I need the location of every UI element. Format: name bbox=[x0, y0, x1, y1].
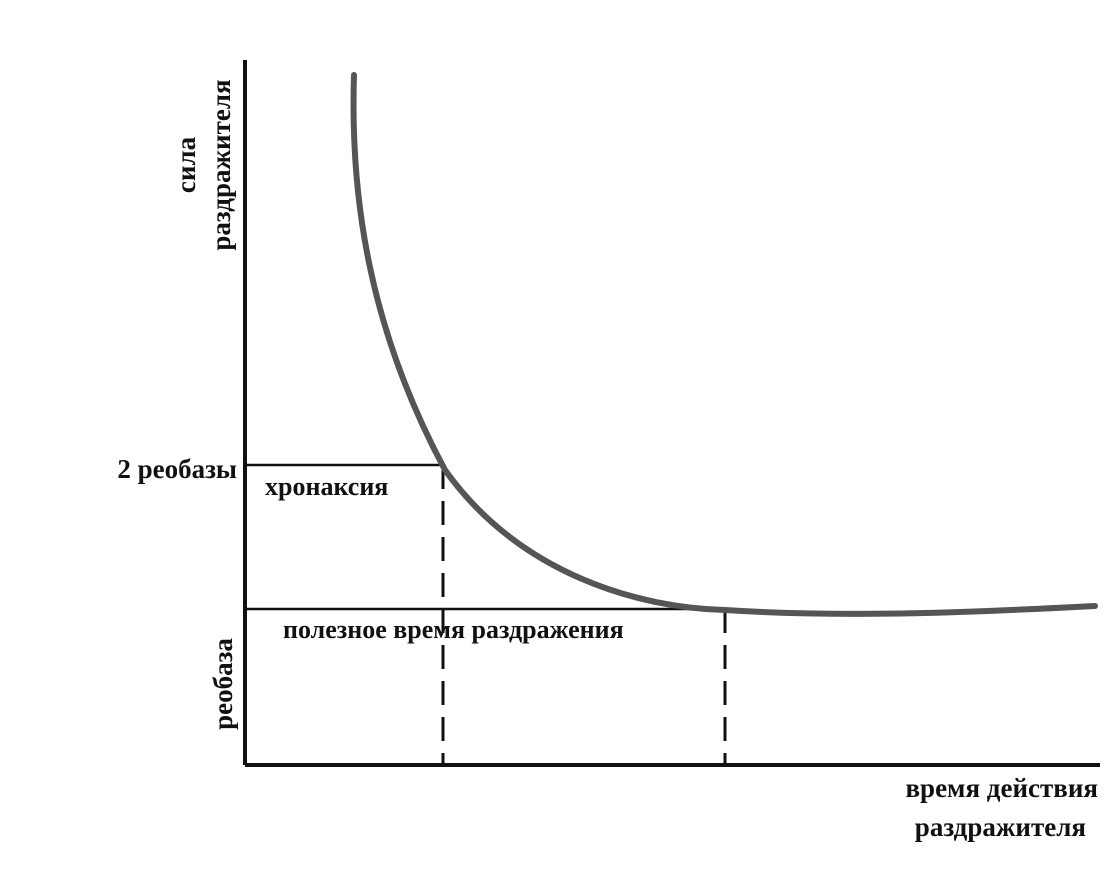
y-axis-label-line2: раздражителя bbox=[206, 79, 236, 250]
rheobase-label: реобаза bbox=[208, 638, 238, 730]
x-axis-label-line2: раздражителя bbox=[915, 812, 1086, 842]
strength-duration-curve bbox=[350, 72, 1098, 617]
x-axis-label: время действия раздражителя bbox=[905, 773, 1098, 842]
y-axis-label: сила раздражителя bbox=[171, 79, 236, 250]
double-rheobase-label: 2 реобазы bbox=[117, 454, 237, 484]
x-axis-label-line1: время действия bbox=[905, 773, 1098, 803]
chronaxie-label: хронаксия bbox=[265, 472, 388, 501]
y-axis-label-line1: сила bbox=[171, 136, 201, 193]
useful-time-label: полезное время раздражения bbox=[283, 615, 624, 644]
